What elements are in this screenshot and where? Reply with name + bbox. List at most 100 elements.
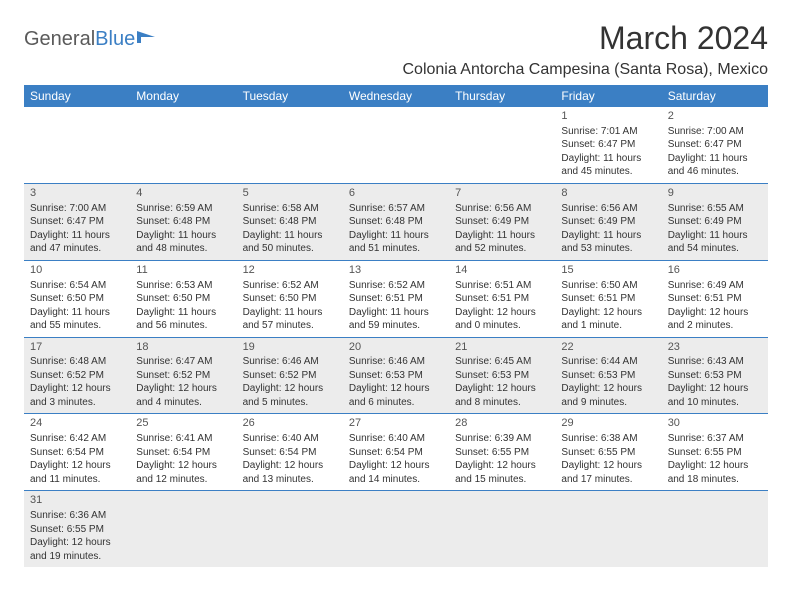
daylight-text: Daylight: 11 hours: [243, 229, 337, 243]
day-number: 19: [243, 340, 337, 355]
sunrise-text: Sunrise: 6:59 AM: [136, 202, 230, 216]
sunrise-text: Sunrise: 6:40 AM: [349, 432, 443, 446]
sunrise-text: Sunrise: 7:00 AM: [668, 125, 762, 139]
day-number: 22: [561, 340, 655, 355]
header: General Blue March 2024 Colonia Antorcha…: [24, 20, 768, 79]
sunrise-text: Sunrise: 6:49 AM: [668, 279, 762, 293]
daylight-text: and 50 minutes.: [243, 242, 337, 256]
daylight-text: and 46 minutes.: [668, 165, 762, 179]
daylight-text: and 8 minutes.: [455, 396, 549, 410]
sunrise-text: Sunrise: 6:36 AM: [30, 509, 124, 523]
day-number: 21: [455, 340, 549, 355]
daylight-text: Daylight: 12 hours: [455, 382, 549, 396]
daylight-text: Daylight: 11 hours: [668, 229, 762, 243]
calendar-day-cell: 17Sunrise: 6:48 AMSunset: 6:52 PMDayligh…: [24, 337, 130, 414]
daylight-text: and 5 minutes.: [243, 396, 337, 410]
sunset-text: Sunset: 6:52 PM: [136, 369, 230, 383]
daylight-text: and 48 minutes.: [136, 242, 230, 256]
daylight-text: and 47 minutes.: [30, 242, 124, 256]
daylight-text: and 15 minutes.: [455, 473, 549, 487]
daylight-text: Daylight: 11 hours: [561, 229, 655, 243]
calendar-day-cell: 29Sunrise: 6:38 AMSunset: 6:55 PMDayligh…: [555, 414, 661, 491]
sunrise-text: Sunrise: 6:48 AM: [30, 355, 124, 369]
daylight-text: and 54 minutes.: [668, 242, 762, 256]
daylight-text: and 17 minutes.: [561, 473, 655, 487]
sunset-text: Sunset: 6:55 PM: [455, 446, 549, 460]
calendar-day-cell: 12Sunrise: 6:52 AMSunset: 6:50 PMDayligh…: [237, 260, 343, 337]
flag-icon: [137, 29, 159, 50]
day-header: Monday: [130, 85, 236, 107]
sunset-text: Sunset: 6:48 PM: [136, 215, 230, 229]
day-number: 29: [561, 416, 655, 431]
day-number: 25: [136, 416, 230, 431]
daylight-text: and 55 minutes.: [30, 319, 124, 333]
daylight-text: and 10 minutes.: [668, 396, 762, 410]
day-number: 17: [30, 340, 124, 355]
sunrise-text: Sunrise: 6:38 AM: [561, 432, 655, 446]
day-number: 23: [668, 340, 762, 355]
calendar-week-row: 24Sunrise: 6:42 AMSunset: 6:54 PMDayligh…: [24, 414, 768, 491]
calendar-day-cell: 27Sunrise: 6:40 AMSunset: 6:54 PMDayligh…: [343, 414, 449, 491]
daylight-text: and 9 minutes.: [561, 396, 655, 410]
calendar-week-row: 17Sunrise: 6:48 AMSunset: 6:52 PMDayligh…: [24, 337, 768, 414]
daylight-text: Daylight: 12 hours: [668, 382, 762, 396]
day-number: 26: [243, 416, 337, 431]
logo: General Blue: [24, 28, 159, 51]
daylight-text: and 53 minutes.: [561, 242, 655, 256]
daylight-text: and 14 minutes.: [349, 473, 443, 487]
daylight-text: and 6 minutes.: [349, 396, 443, 410]
sunrise-text: Sunrise: 6:47 AM: [136, 355, 230, 369]
sunrise-text: Sunrise: 6:46 AM: [349, 355, 443, 369]
sunset-text: Sunset: 6:52 PM: [243, 369, 337, 383]
daylight-text: Daylight: 11 hours: [136, 306, 230, 320]
daylight-text: Daylight: 11 hours: [349, 306, 443, 320]
calendar-day-cell: [130, 107, 236, 183]
calendar-day-cell: 21Sunrise: 6:45 AMSunset: 6:53 PMDayligh…: [449, 337, 555, 414]
calendar-week-row: 1Sunrise: 7:01 AMSunset: 6:47 PMDaylight…: [24, 107, 768, 183]
calendar-day-cell: 4Sunrise: 6:59 AMSunset: 6:48 PMDaylight…: [130, 183, 236, 260]
daylight-text: Daylight: 12 hours: [561, 382, 655, 396]
sunset-text: Sunset: 6:51 PM: [668, 292, 762, 306]
day-number: 30: [668, 416, 762, 431]
day-number: 15: [561, 263, 655, 278]
day-number: 24: [30, 416, 124, 431]
sunrise-text: Sunrise: 6:50 AM: [561, 279, 655, 293]
calendar-day-cell: 24Sunrise: 6:42 AMSunset: 6:54 PMDayligh…: [24, 414, 130, 491]
sunset-text: Sunset: 6:55 PM: [668, 446, 762, 460]
day-number: 5: [243, 186, 337, 201]
sunrise-text: Sunrise: 6:53 AM: [136, 279, 230, 293]
daylight-text: Daylight: 12 hours: [349, 382, 443, 396]
daylight-text: and 45 minutes.: [561, 165, 655, 179]
calendar-day-cell: [24, 107, 130, 183]
sunset-text: Sunset: 6:52 PM: [30, 369, 124, 383]
sunrise-text: Sunrise: 6:40 AM: [243, 432, 337, 446]
daylight-text: and 19 minutes.: [30, 550, 124, 564]
sunrise-text: Sunrise: 6:51 AM: [455, 279, 549, 293]
daylight-text: and 2 minutes.: [668, 319, 762, 333]
day-number: 8: [561, 186, 655, 201]
sunrise-text: Sunrise: 6:57 AM: [349, 202, 443, 216]
location-subtitle: Colonia Antorcha Campesina (Santa Rosa),…: [402, 61, 768, 79]
calendar-day-cell: 15Sunrise: 6:50 AMSunset: 6:51 PMDayligh…: [555, 260, 661, 337]
day-header: Tuesday: [237, 85, 343, 107]
sunset-text: Sunset: 6:49 PM: [455, 215, 549, 229]
sunrise-text: Sunrise: 6:58 AM: [243, 202, 337, 216]
sunset-text: Sunset: 6:54 PM: [30, 446, 124, 460]
calendar-day-cell: 11Sunrise: 6:53 AMSunset: 6:50 PMDayligh…: [130, 260, 236, 337]
calendar-day-cell: 20Sunrise: 6:46 AMSunset: 6:53 PMDayligh…: [343, 337, 449, 414]
daylight-text: and 59 minutes.: [349, 319, 443, 333]
daylight-text: Daylight: 12 hours: [561, 459, 655, 473]
logo-text-blue: Blue: [95, 28, 135, 51]
sunset-text: Sunset: 6:48 PM: [243, 215, 337, 229]
calendar-day-cell: [237, 491, 343, 567]
sunrise-text: Sunrise: 6:55 AM: [668, 202, 762, 216]
day-header: Sunday: [24, 85, 130, 107]
calendar-day-cell: [662, 491, 768, 567]
day-number: 14: [455, 263, 549, 278]
calendar-day-cell: [343, 491, 449, 567]
calendar-day-cell: 9Sunrise: 6:55 AMSunset: 6:49 PMDaylight…: [662, 183, 768, 260]
daylight-text: Daylight: 11 hours: [30, 306, 124, 320]
calendar-day-cell: 16Sunrise: 6:49 AMSunset: 6:51 PMDayligh…: [662, 260, 768, 337]
day-number: 9: [668, 186, 762, 201]
sunset-text: Sunset: 6:49 PM: [561, 215, 655, 229]
